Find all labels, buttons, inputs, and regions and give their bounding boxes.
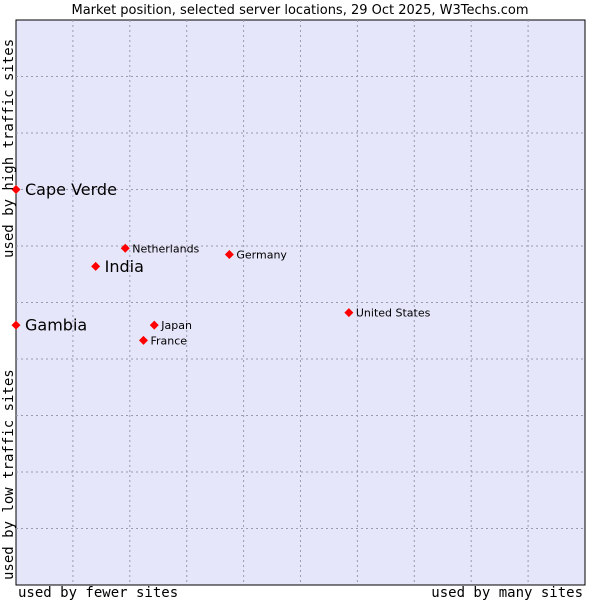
data-point-japan: Japan [149,319,192,332]
x-axis-label-left: used by fewer sites [18,585,178,600]
point-label: Netherlands [132,242,199,255]
point-label: India [105,257,144,276]
point-marker [138,335,148,345]
point-marker [344,308,354,318]
point-label: Gambia [25,316,87,335]
y-axis-label-bottom: used by low traffic sites [1,369,17,580]
data-points: Cape Verde India Gambia Netherlands Germany U… [11,180,431,347]
data-point-gambia: Gambia [11,316,87,335]
point-marker [11,320,21,330]
point-marker [224,249,234,259]
point-marker [11,185,21,194]
data-point-cape-verde: Cape Verde [11,180,117,199]
y-axis-label-top: used by high traffic sites [1,39,17,258]
point-label: Cape Verde [25,180,117,199]
point-marker [120,243,130,253]
data-point-netherlands: Netherlands [120,242,200,255]
point-label: Japan [160,319,192,332]
x-axis-label-right: used by many sites [431,585,583,600]
data-point-united-states: United States [344,307,431,320]
point-label: United States [356,307,431,320]
point-marker [149,320,159,330]
chart-title: Market position, selected server locatio… [71,3,528,18]
data-point-germany: Germany [224,248,287,261]
point-marker [91,261,101,271]
data-point-france: France [138,334,187,347]
grid [16,20,585,585]
point-label: France [150,334,187,347]
data-point-india: India [91,257,144,276]
point-label: Germany [236,248,287,261]
